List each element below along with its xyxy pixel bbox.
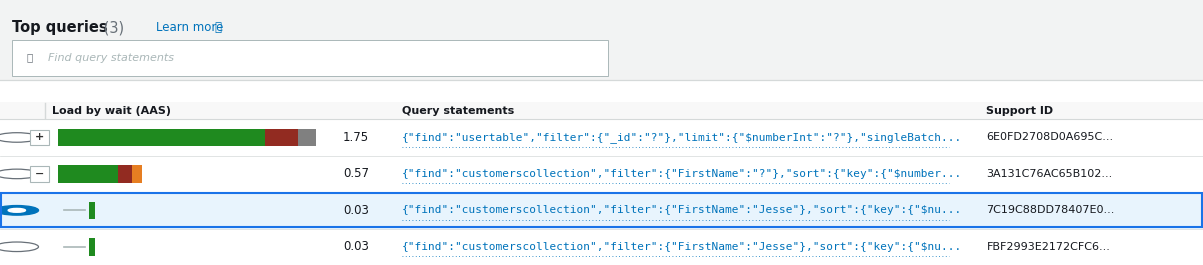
- Text: Find query statements: Find query statements: [48, 53, 174, 63]
- Text: 0.03: 0.03: [343, 240, 369, 253]
- FancyBboxPatch shape: [0, 228, 1203, 265]
- FancyBboxPatch shape: [265, 129, 298, 146]
- Circle shape: [8, 209, 25, 212]
- FancyBboxPatch shape: [58, 129, 265, 146]
- FancyBboxPatch shape: [0, 119, 1203, 156]
- Text: {"find":"customerscollection","filter":{"FirstName":"Jesse"},"sort":{"key":{"$nu: {"find":"customerscollection","filter":{…: [402, 205, 962, 215]
- Text: +: +: [35, 132, 45, 143]
- Text: FBF2993E2172CFC6...: FBF2993E2172CFC6...: [986, 242, 1110, 252]
- Text: {"find":"usertable","filter":{"_id":"?"},"limit":{"$numberInt":"?"},"singleBatch: {"find":"usertable","filter":{"_id":"?"}…: [402, 132, 962, 143]
- Text: {"find":"customerscollection","filter":{"FirstName":"?"},"sort":{"key":{"$number: {"find":"customerscollection","filter":{…: [402, 169, 962, 179]
- Text: Support ID: Support ID: [986, 106, 1054, 116]
- FancyBboxPatch shape: [298, 129, 316, 146]
- Text: 6E0FD2708D0A695C...: 6E0FD2708D0A695C...: [986, 132, 1114, 143]
- FancyBboxPatch shape: [89, 238, 95, 255]
- Text: (3): (3): [99, 20, 124, 35]
- Text: 3A131C76AC65B102...: 3A131C76AC65B102...: [986, 169, 1113, 179]
- FancyBboxPatch shape: [12, 40, 608, 76]
- Text: −: −: [35, 169, 45, 179]
- Text: Query statements: Query statements: [402, 106, 514, 116]
- Text: ⧉: ⧉: [214, 21, 221, 34]
- Text: 7C19C88DD78407E0...: 7C19C88DD78407E0...: [986, 205, 1115, 215]
- Text: Learn more: Learn more: [156, 21, 224, 34]
- FancyBboxPatch shape: [0, 102, 1203, 119]
- FancyBboxPatch shape: [89, 202, 95, 219]
- FancyBboxPatch shape: [30, 130, 49, 145]
- FancyBboxPatch shape: [58, 165, 118, 183]
- Text: 0.57: 0.57: [343, 167, 369, 180]
- FancyBboxPatch shape: [30, 166, 49, 182]
- FancyBboxPatch shape: [0, 156, 1203, 192]
- Text: Load by wait (AAS): Load by wait (AAS): [52, 106, 171, 116]
- Text: {"find":"customerscollection","filter":{"FirstName":"Jesse"},"sort":{"key":{"$nu: {"find":"customerscollection","filter":{…: [402, 242, 962, 252]
- Text: Top queries: Top queries: [12, 20, 107, 35]
- Circle shape: [0, 206, 38, 215]
- Text: 0.03: 0.03: [343, 204, 369, 217]
- FancyBboxPatch shape: [132, 165, 142, 183]
- FancyBboxPatch shape: [0, 80, 1203, 265]
- Text: 🔍: 🔍: [26, 53, 32, 63]
- Text: 1.75: 1.75: [343, 131, 369, 144]
- FancyBboxPatch shape: [118, 165, 132, 183]
- FancyBboxPatch shape: [0, 192, 1203, 228]
